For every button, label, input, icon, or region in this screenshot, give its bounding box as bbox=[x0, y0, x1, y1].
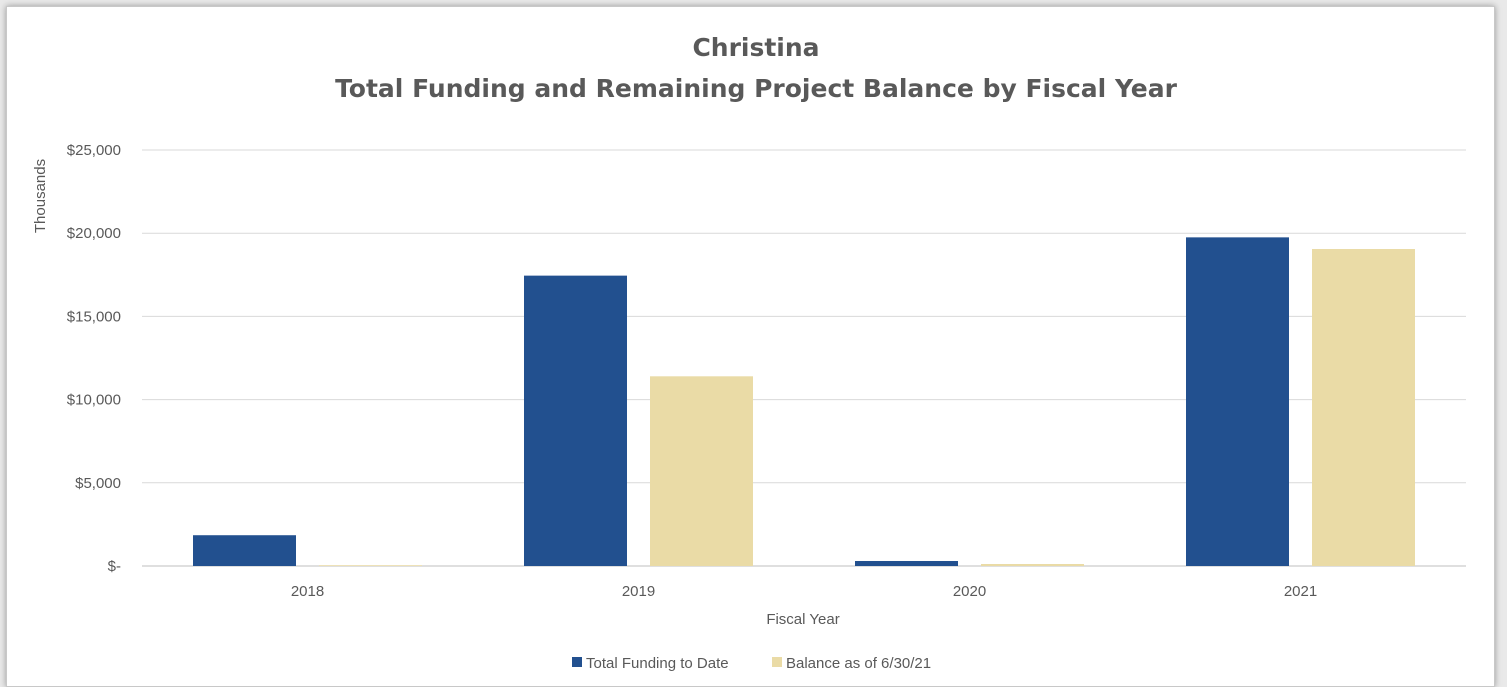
y-axis-title: Thousands bbox=[32, 159, 49, 233]
legend-swatch bbox=[772, 657, 782, 667]
legend-label: Balance as of 6/30/21 bbox=[786, 655, 931, 672]
bar-2018-series-1 bbox=[193, 535, 296, 566]
bars bbox=[193, 237, 1415, 567]
bar-2019-series-2 bbox=[650, 376, 753, 566]
x-tick-label: 2019 bbox=[622, 583, 655, 600]
bar-2020-series-1 bbox=[855, 561, 958, 566]
y-tick-label: $5,000 bbox=[75, 475, 121, 492]
x-tick-label: 2021 bbox=[1284, 583, 1317, 600]
x-tick-label: 2020 bbox=[953, 583, 986, 600]
chart-subtitle: Total Funding and Remaining Project Bala… bbox=[335, 74, 1178, 103]
legend-swatch bbox=[572, 657, 582, 667]
x-tick-label: 2018 bbox=[291, 583, 324, 600]
legend: Total Funding to Date Balance as of 6/30/… bbox=[572, 655, 931, 672]
bar-2018-series-2 bbox=[319, 565, 422, 566]
y-tick-label: $10,000 bbox=[67, 392, 121, 409]
bar-2019-series-1 bbox=[524, 275, 627, 566]
y-tick-label: $15,000 bbox=[67, 308, 121, 325]
bar-2020-series-2 bbox=[981, 564, 1084, 566]
bar-2021-series-1 bbox=[1186, 237, 1289, 567]
bar-2021-series-2 bbox=[1312, 249, 1415, 566]
legend-label: Total Funding to Date bbox=[586, 655, 729, 672]
y-tick-label: $20,000 bbox=[67, 225, 121, 242]
y-tick-label: $25,000 bbox=[67, 142, 121, 159]
y-axis-ticks: $- $5,000 $10,000 $15,000 $20,000 $25,000 bbox=[67, 142, 121, 575]
y-tick-label: $- bbox=[108, 558, 121, 575]
chart-title: Christina bbox=[692, 33, 819, 62]
x-axis-title: Fiscal Year bbox=[766, 611, 839, 628]
x-axis-ticks: 2018 2019 2020 2021 bbox=[291, 583, 1317, 600]
